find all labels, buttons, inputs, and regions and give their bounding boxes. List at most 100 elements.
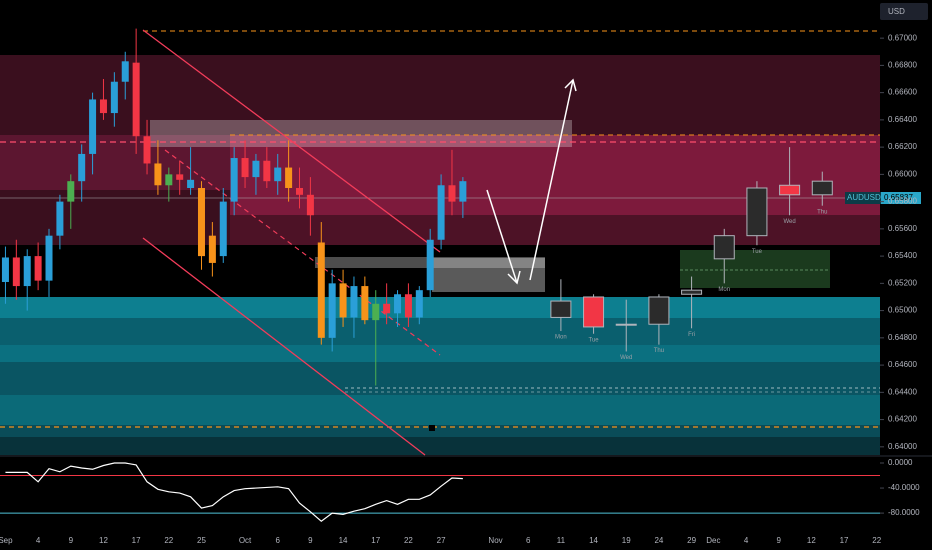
range-box: [150, 120, 572, 147]
x-tick-label: 9: [776, 536, 781, 545]
candle-body: [241, 158, 249, 178]
candle-body: [67, 181, 75, 202]
y-tick-label: 0.65600: [888, 224, 917, 233]
candle-body: [383, 303, 391, 314]
x-tick-label: 9: [69, 536, 74, 545]
candles: Mon Tue Wed Thu Fri Mon Tue Wed Thu: [1, 28, 833, 386]
candle-body: [1, 257, 9, 282]
projection-body: [583, 296, 605, 328]
x-tick-label: 6: [526, 536, 531, 545]
candle-body: [12, 257, 20, 287]
symbol-tag: [845, 192, 881, 204]
projection-label: Thu: [654, 348, 664, 354]
projection-body: [746, 187, 768, 237]
candle-body: [121, 61, 129, 82]
arrow: [529, 79, 574, 281]
demand-zone: [0, 437, 880, 455]
candle-body: [372, 303, 380, 321]
x-tick-label: 11: [557, 536, 566, 545]
y-tick-label: 0.64000: [888, 442, 917, 451]
projection-label: Wed: [783, 219, 795, 225]
x-tick-label: 9: [308, 536, 313, 545]
projection-label: Thu: [817, 209, 827, 215]
y-tick-label: 0.64800: [888, 333, 917, 342]
projection-label: Wed: [620, 355, 632, 361]
y-tick-label: 0.67000: [888, 33, 917, 42]
y-tick-label: 0.64200: [888, 415, 917, 424]
candle-body: [45, 235, 53, 281]
candle-body: [426, 239, 434, 291]
candle-body: [394, 294, 402, 314]
projection-body: [713, 235, 735, 260]
candle-body: [219, 201, 227, 257]
y-tick-label: 0.66200: [888, 142, 917, 151]
arrow: [486, 189, 518, 284]
y-tick-label: -80.0000: [888, 508, 920, 517]
y-tick-label: 0.65800: [888, 197, 917, 206]
oscillator-line: [5, 462, 463, 523]
x-tick-label: 19: [622, 536, 631, 545]
y-tick-label: 0.0000: [888, 458, 913, 467]
arrow-head: [564, 78, 577, 92]
candle-body: [317, 242, 325, 338]
demand-zone: [0, 297, 880, 318]
y-tick-label: 0.64400: [888, 387, 917, 396]
candle-body: [143, 136, 151, 164]
x-tick-label: Nov: [488, 536, 502, 545]
x-tick-label: 17: [371, 536, 380, 545]
x-tick-label: 17: [132, 536, 141, 545]
candle-body: [296, 187, 304, 195]
y-tick-label: -40.0000: [888, 483, 920, 492]
y-tick-label: 0.66000: [888, 169, 917, 178]
candle-body: [176, 174, 184, 180]
x-tick-label: 4: [36, 536, 41, 545]
x-tick-label: 27: [437, 536, 446, 545]
x-tick-label: 14: [589, 536, 598, 545]
y-tick-label: 0.66800: [888, 60, 917, 69]
candle-body: [89, 99, 97, 154]
candle-body: [23, 256, 31, 287]
symbol-label: AUDUSD: [847, 193, 881, 202]
y-tick-label: 0.65000: [888, 306, 917, 315]
candle-body: [361, 286, 369, 321]
y-tick-label: 0.66400: [888, 115, 917, 124]
marker: [429, 425, 435, 431]
x-tick-label: 22: [404, 536, 413, 545]
x-tick-label: Sep: [0, 536, 13, 545]
x-tick-label: 4: [744, 536, 749, 545]
projection-body: [811, 180, 833, 196]
candle-body: [34, 256, 42, 281]
candle-body: [404, 294, 412, 318]
projection-label: Tue: [589, 337, 600, 343]
projection-body: [615, 323, 637, 326]
demand-zone: [0, 362, 880, 395]
y-tick-label: 0.64600: [888, 360, 917, 369]
candle-body: [263, 160, 271, 182]
candle-body: [415, 290, 423, 318]
candle-body: [350, 286, 358, 318]
x-tick-label: 12: [807, 536, 816, 545]
candle-body: [165, 174, 173, 186]
candle-body: [448, 185, 456, 202]
projection-body: [681, 289, 703, 295]
x-tick-label: 22: [872, 536, 881, 545]
x-tick-label: 6: [275, 536, 280, 545]
last-price-label: 0.65837: [884, 193, 913, 202]
projection-body: [550, 300, 572, 318]
x-tick-label: 14: [339, 536, 348, 545]
x-tick-label: 12: [99, 536, 108, 545]
candle-body: [437, 185, 445, 240]
demand-zone: [0, 395, 880, 425]
candle-body: [230, 158, 238, 202]
candle-body: [78, 153, 86, 182]
supply-zone: [230, 215, 880, 245]
candle-body: [459, 181, 467, 202]
candle-body: [187, 179, 195, 188]
candle-body: [197, 187, 205, 257]
candle-body: [110, 81, 118, 114]
trend-line: [142, 237, 426, 456]
currency-box: [880, 3, 928, 20]
demand-zone: [0, 318, 880, 345]
